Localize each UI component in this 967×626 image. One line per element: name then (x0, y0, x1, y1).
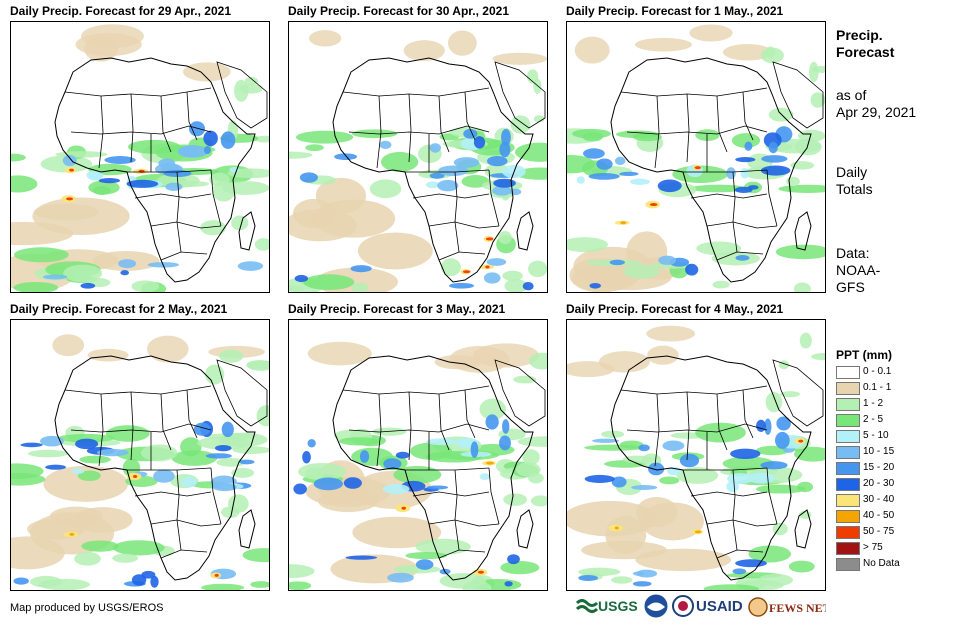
totals-line1: Daily (836, 164, 868, 180)
legend-swatch (836, 526, 860, 539)
legend-label: 0 - 0.1 (863, 366, 892, 377)
legend-label: 2 - 5 (863, 414, 884, 425)
legend-item: 50 - 75 (836, 526, 946, 539)
fewsnet-logo-text: FEWS NET (769, 601, 826, 615)
panel-title: Daily Precip. Forecast for 2 May., 2021 (10, 302, 228, 316)
legend-swatch (836, 510, 860, 523)
africa-map (567, 24, 825, 292)
legend-swatch (836, 430, 860, 443)
legend-label: 5 - 10 (863, 430, 889, 441)
precip-map (566, 21, 826, 293)
legend-item: 10 - 15 (836, 446, 946, 459)
usgs-logo-text: USGS (598, 598, 638, 614)
precip-map (288, 319, 548, 591)
legend-label: 10 - 15 (863, 446, 895, 457)
daily-totals: Daily Totals (836, 164, 873, 198)
forecast-panel-6: Daily Precip. Forecast for 4 May., 2021 (566, 302, 836, 592)
side-title-line2: Forecast (836, 44, 895, 60)
usaid-logo: USAID (696, 598, 743, 615)
legend-item: 0 - 0.1 (836, 366, 946, 379)
map-credit: Map produced by USGS/EROS (10, 602, 164, 614)
legend-item: No Data (836, 558, 946, 571)
fewsnet-logo: FEWS NET (748, 594, 831, 620)
legend-swatch (836, 542, 860, 555)
totals-line2: Totals (836, 181, 873, 197)
legend-title: PPT (mm) (836, 348, 893, 362)
forecast-panel-3: Daily Precip. Forecast for 1 May., 2021 (566, 4, 836, 294)
panel-title: Daily Precip. Forecast for 3 May., 2021 (288, 302, 506, 316)
as-of-line2: Apr 29, 2021 (836, 104, 917, 120)
legend-item: 15 - 20 (836, 462, 946, 475)
forecast-panel-1: Daily Precip. Forecast for 29 Apr., 2021 (10, 4, 280, 294)
legend-item: 30 - 40 (836, 494, 946, 507)
legend-swatch (836, 558, 860, 571)
legend-label: 30 - 40 (863, 494, 895, 505)
noaa-logo (644, 594, 668, 620)
panel-title: Daily Precip. Forecast for 30 Apr., 2021 (288, 4, 509, 18)
legend-item: 20 - 30 (836, 478, 946, 491)
data-line1: Data: (836, 245, 870, 261)
panel-title: Daily Precip. Forecast for 4 May., 2021 (566, 302, 784, 316)
as-of-date: as of Apr 29, 2021 (836, 87, 916, 121)
legend-swatch (836, 414, 860, 427)
forecast-panel-5: Daily Precip. Forecast for 3 May., 2021 (288, 302, 558, 592)
panel-title: Daily Precip. Forecast for 29 Apr., 2021 (10, 4, 231, 18)
africa-map (289, 30, 547, 292)
legend-label: > 75 (863, 542, 883, 553)
precip-map (10, 21, 270, 293)
side-title: Precip. Forecast (836, 27, 894, 61)
legend-swatch (836, 366, 860, 379)
forecast-panel-2: Daily Precip. Forecast for 30 Apr., 2021 (288, 4, 558, 294)
legend-item: 40 - 50 (836, 510, 946, 523)
legend-swatch (836, 398, 860, 411)
legend-label: 0.1 - 1 (863, 382, 892, 393)
usaid-seal-icon (672, 594, 694, 620)
panel-title: Daily Precip. Forecast for 1 May., 2021 (566, 4, 784, 18)
legend-item: 1 - 2 (836, 398, 946, 411)
legend-item: > 75 (836, 542, 946, 555)
legend-label: No Data (863, 558, 900, 569)
africa-map (289, 341, 547, 590)
data-line2: NOAA- (836, 262, 881, 278)
legend-swatch (836, 478, 860, 491)
legend-swatch (836, 446, 860, 459)
legend-swatch (836, 462, 860, 475)
africa-map (11, 334, 269, 590)
data-line3: GFS (836, 279, 865, 295)
africa-map (567, 325, 825, 590)
legend-label: 20 - 30 (863, 478, 895, 489)
usgs-logo: USGS (575, 594, 642, 620)
data-source: Data: NOAA- GFS (836, 245, 880, 296)
as-of-line1: as of (836, 87, 867, 103)
precip-map (566, 319, 826, 591)
precip-map (288, 21, 548, 293)
legend-swatch (836, 382, 860, 395)
legend-item: 5 - 10 (836, 430, 946, 443)
legend-item: 2 - 5 (836, 414, 946, 427)
legend-label: 40 - 50 (863, 510, 895, 521)
legend-label: 15 - 20 (863, 462, 895, 473)
legend-item: 0.1 - 1 (836, 382, 946, 395)
precip-map (10, 319, 270, 591)
legend-label: 1 - 2 (863, 398, 884, 409)
africa-map (11, 24, 269, 292)
forecast-panel-4: Daily Precip. Forecast for 2 May., 2021 (10, 302, 280, 592)
legend-swatch (836, 494, 860, 507)
side-title-line1: Precip. (836, 27, 883, 43)
legend-label: 50 - 75 (863, 526, 895, 537)
